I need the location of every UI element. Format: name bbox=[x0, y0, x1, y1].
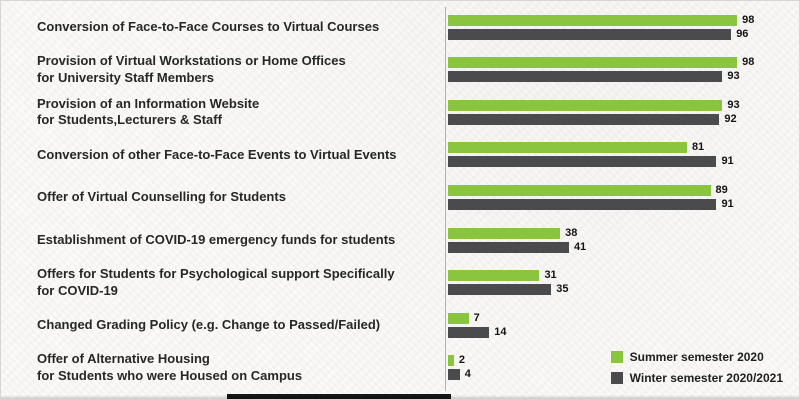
bar-line: 96 bbox=[448, 27, 799, 40]
category-label: Offer of Alternative Housing for Student… bbox=[37, 351, 303, 383]
bar-winter bbox=[448, 284, 552, 296]
bar-line: 81 bbox=[448, 141, 799, 154]
bar-summer bbox=[448, 355, 454, 367]
legend-item-winter: Winter semester 2020/2021 bbox=[610, 371, 783, 385]
chart-row: Offer of Virtual Counselling for Student… bbox=[1, 176, 799, 218]
bar-value: 7 bbox=[473, 311, 480, 324]
bar-value: 98 bbox=[742, 13, 755, 26]
bar-line: 2 bbox=[448, 354, 799, 367]
y-axis-line bbox=[445, 7, 446, 391]
bar-value: 91 bbox=[721, 197, 734, 210]
bar-line: 38 bbox=[448, 226, 799, 239]
chart-row: Conversion of other Face-to-Face Events … bbox=[1, 134, 799, 176]
bar-group: 98 96 bbox=[441, 13, 799, 40]
bar-value: 89 bbox=[715, 183, 728, 196]
legend-label-summer: Summer semester 2020 bbox=[629, 350, 764, 364]
bar-group: 7 14 bbox=[441, 311, 799, 338]
bar-summer bbox=[448, 227, 561, 239]
bar-value: 4 bbox=[464, 368, 471, 381]
bar-winter bbox=[448, 241, 569, 253]
chart-row: Offer of Alternative Housing for Student… bbox=[1, 347, 799, 389]
bar-winter bbox=[448, 326, 490, 338]
bar-value: 35 bbox=[556, 283, 569, 296]
bar-winter bbox=[448, 113, 720, 125]
bar-value: 31 bbox=[544, 269, 557, 282]
bar-line: 14 bbox=[448, 325, 799, 338]
chart-row: Establishment of COVID-19 emergency fund… bbox=[1, 219, 799, 261]
bar-value: 91 bbox=[721, 155, 734, 168]
bar-winter bbox=[448, 28, 732, 40]
bar-value: 93 bbox=[727, 98, 740, 111]
bar-group: 38 41 bbox=[441, 226, 799, 253]
bar-line: 92 bbox=[448, 112, 799, 125]
bar-value: 92 bbox=[724, 112, 737, 125]
bar-summer bbox=[448, 57, 738, 69]
bar-group: 81 91 bbox=[441, 141, 799, 168]
category-label: Establishment of COVID-19 emergency fund… bbox=[37, 231, 396, 247]
bar-value: 2 bbox=[458, 354, 466, 367]
bar-value: 96 bbox=[736, 27, 749, 40]
bar-summer bbox=[448, 184, 711, 196]
bar-value: 93 bbox=[727, 70, 740, 83]
bar-winter bbox=[448, 71, 723, 83]
bar-summer bbox=[448, 312, 469, 324]
category-label: Conversion of Face-to-Face Courses to Vi… bbox=[37, 18, 380, 34]
bar-line: 31 bbox=[448, 269, 799, 282]
bar-value: 81 bbox=[691, 141, 705, 154]
category-label: Provision of an Information Website for … bbox=[37, 95, 260, 128]
legend-swatch-winter bbox=[610, 372, 623, 384]
bar-winter bbox=[448, 369, 460, 381]
bar-group: 98 93 bbox=[441, 56, 799, 83]
bar-line: 93 bbox=[448, 98, 799, 111]
bar-line: 98 bbox=[448, 56, 799, 69]
bar-winter bbox=[448, 156, 717, 168]
bar-summer bbox=[448, 99, 723, 111]
bar-line: 4 bbox=[448, 368, 799, 381]
legend-swatch-summer bbox=[610, 351, 623, 363]
bar-line: 89 bbox=[448, 183, 799, 196]
bar-line: 41 bbox=[448, 240, 799, 253]
chart-row: Changed Grading Policy (e.g. Change to P… bbox=[1, 304, 799, 346]
legend-label-winter: Winter semester 2020/2021 bbox=[629, 371, 783, 385]
bar-value: 41 bbox=[573, 240, 587, 253]
category-label: Provision of Virtual Workstations or Hom… bbox=[37, 53, 346, 85]
bar-group: 93 92 bbox=[441, 98, 799, 125]
bar-summer bbox=[448, 142, 687, 154]
bar-line: 7 bbox=[448, 311, 799, 324]
legend: Summer semester 2020 Winter semester 202… bbox=[610, 350, 783, 385]
bar-line: 91 bbox=[448, 155, 799, 168]
category-label: Changed Grading Policy (e.g. Change to P… bbox=[37, 316, 381, 332]
bar-line: 35 bbox=[448, 283, 799, 296]
bar-value: 14 bbox=[494, 325, 507, 338]
chart-row: Conversion of Face-to-Face Courses to Vi… bbox=[1, 6, 799, 48]
category-label: Conversion of other Face-to-Face Events … bbox=[37, 146, 397, 162]
bar-winter bbox=[448, 198, 717, 210]
chart-row: Provision of an Information Website for … bbox=[1, 91, 799, 133]
bar-group: 31 35 bbox=[441, 269, 799, 296]
bar-value: 38 bbox=[565, 226, 578, 239]
bar-value: 98 bbox=[742, 56, 755, 69]
legend-item-summer: Summer semester 2020 bbox=[610, 350, 783, 364]
bar-summer bbox=[448, 270, 540, 282]
category-label: Offers for Students for Psychological su… bbox=[37, 265, 395, 298]
bar-summer bbox=[448, 14, 738, 26]
category-label: Offer of Virtual Counselling for Student… bbox=[37, 189, 286, 205]
chart-row: Offers for Students for Psychological su… bbox=[1, 262, 799, 304]
paper-edge bbox=[227, 394, 451, 399]
bar-line: 93 bbox=[448, 70, 799, 83]
bar-line: 98 bbox=[448, 13, 799, 26]
bar-group: 89 91 bbox=[441, 183, 799, 210]
chart-row: Provision of Virtual Workstations or Hom… bbox=[1, 49, 799, 91]
bar-line: 91 bbox=[448, 197, 799, 210]
